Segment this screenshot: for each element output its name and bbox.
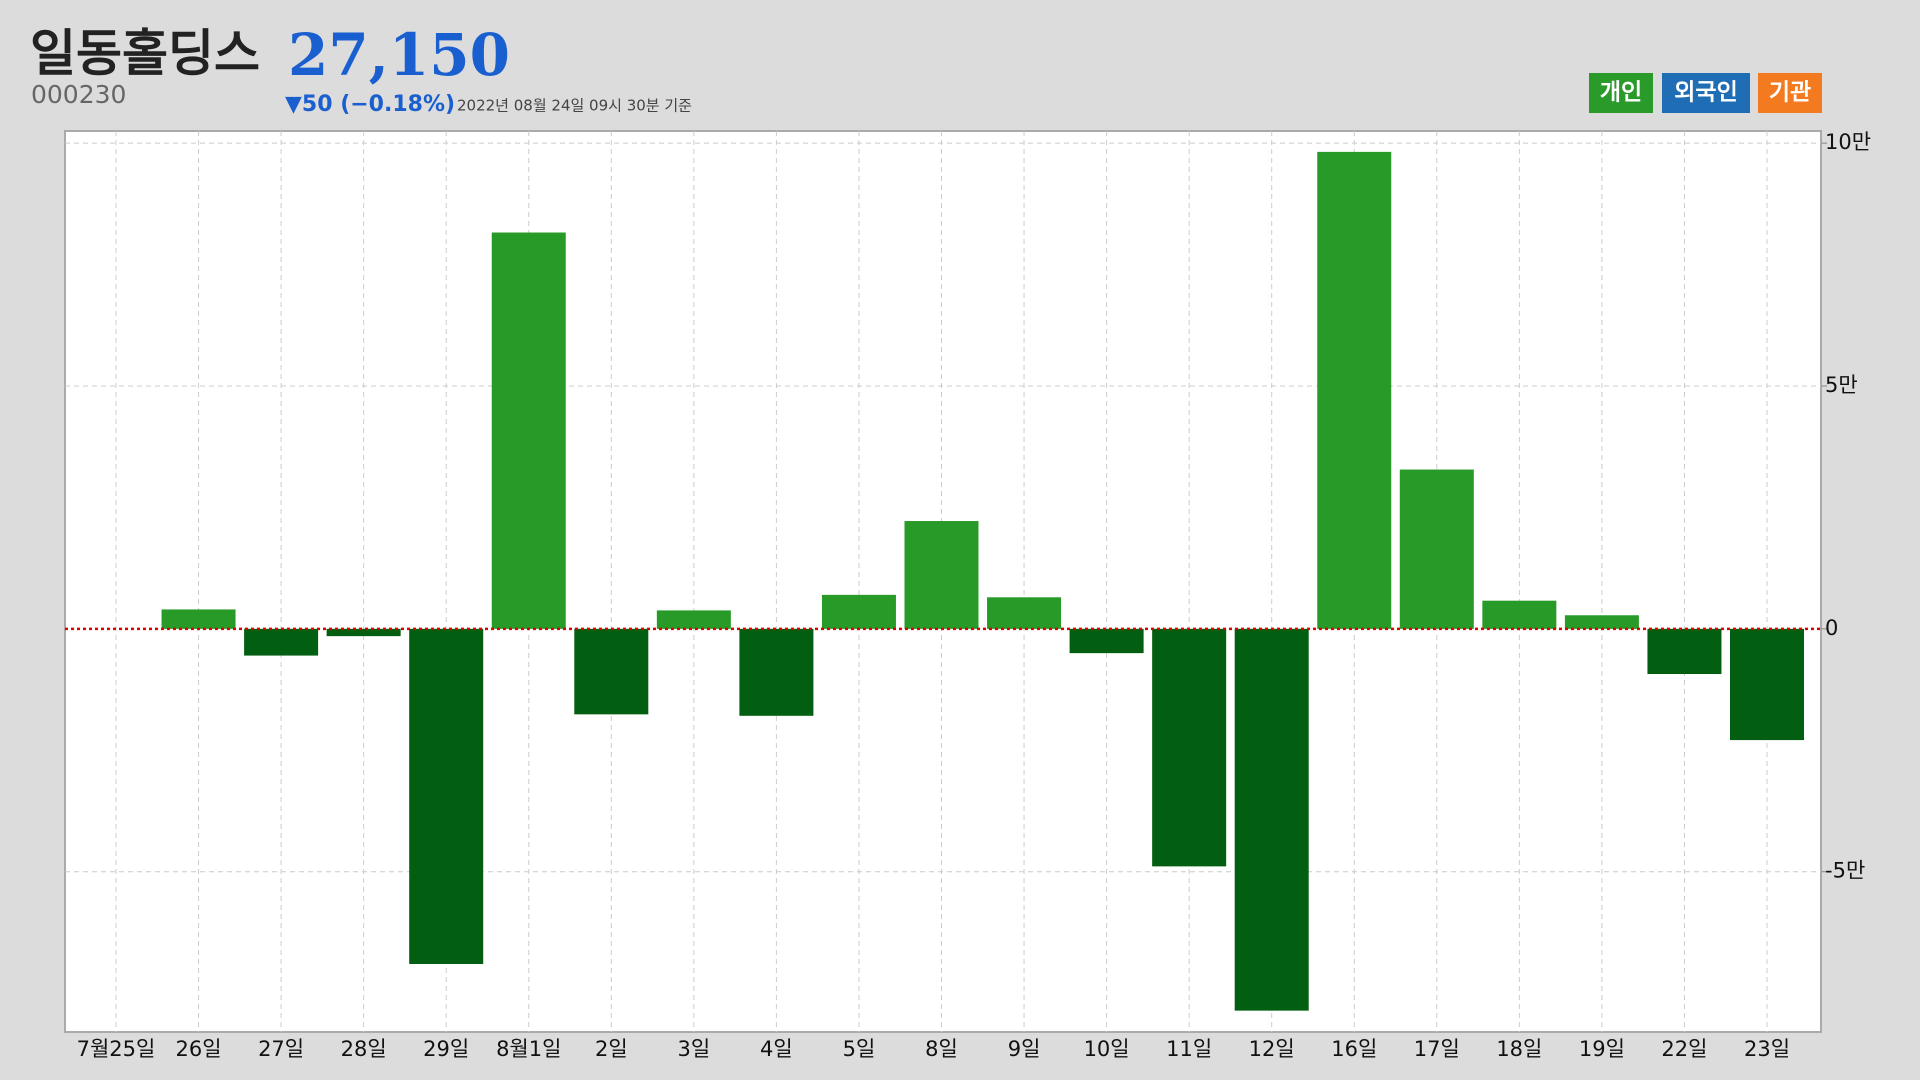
bar (904, 521, 979, 629)
bar (1482, 600, 1557, 629)
x-tick-label: 16일 (1331, 1037, 1377, 1061)
y-tick-label: 10만 (1825, 130, 1871, 154)
bar (244, 628, 319, 656)
bar (821, 594, 896, 629)
x-tick-label: 26일 (176, 1037, 222, 1061)
x-tick-label: 3일 (678, 1037, 711, 1061)
bar (1152, 628, 1227, 867)
legend-label[interactable]: 개인 (1600, 80, 1642, 106)
x-tick-label: 17일 (1414, 1037, 1460, 1061)
bar (1730, 628, 1804, 741)
price-change: ▼50 (−0.18%) (285, 92, 455, 117)
x-tick-label: 23일 (1744, 1037, 1790, 1061)
bar (161, 609, 236, 629)
x-tick-label: 10일 (1084, 1037, 1130, 1061)
legend-label[interactable]: 기관 (1769, 80, 1811, 106)
price: 27,150 (288, 21, 510, 89)
x-tick-label: 8일 (925, 1037, 958, 1061)
x-tick-label: 18일 (1496, 1037, 1542, 1061)
y-tick-label: 5만 (1825, 373, 1858, 397)
bar (739, 628, 814, 716)
x-tick-label: 27일 (258, 1037, 304, 1061)
bar (491, 232, 566, 629)
x-tick-label: 22일 (1661, 1037, 1707, 1061)
stock-code: 000230 (31, 80, 126, 109)
bar (1069, 628, 1144, 654)
bar (987, 597, 1062, 629)
bar (1317, 151, 1392, 629)
bar (326, 628, 401, 637)
bar (1399, 469, 1474, 629)
stock-name: 일동홀딩스 (30, 25, 260, 83)
legend-button[interactable] (1662, 73, 1750, 113)
x-tick-label: 9일 (1008, 1037, 1041, 1061)
x-tick-label: 8월1일 (496, 1037, 561, 1061)
y-tick-label: -5만 (1825, 859, 1865, 883)
bar (1647, 628, 1722, 675)
x-tick-label: 29일 (423, 1037, 469, 1061)
x-tick-label: 28일 (341, 1037, 387, 1061)
bar (409, 628, 484, 964)
bar (1564, 615, 1639, 629)
x-tick-label: 4일 (760, 1037, 793, 1061)
x-tick-label: 5일 (843, 1037, 876, 1061)
x-tick-label: 19일 (1579, 1037, 1625, 1061)
legend-label[interactable]: 외국인 (1674, 80, 1737, 106)
x-tick-label: 7월25일 (77, 1037, 156, 1061)
bar (656, 610, 731, 629)
x-tick-label: 11일 (1166, 1037, 1212, 1061)
legend-button[interactable] (1758, 73, 1822, 113)
x-tick-label: 12일 (1249, 1037, 1295, 1061)
y-tick-label: 0 (1825, 616, 1838, 640)
bar (574, 628, 649, 715)
legend-button[interactable] (1589, 73, 1653, 113)
x-tick-label: 2일 (595, 1037, 628, 1061)
timestamp: 2022년 08월 24일 09시 30분 기준 (457, 97, 692, 115)
bar (1234, 628, 1309, 1011)
